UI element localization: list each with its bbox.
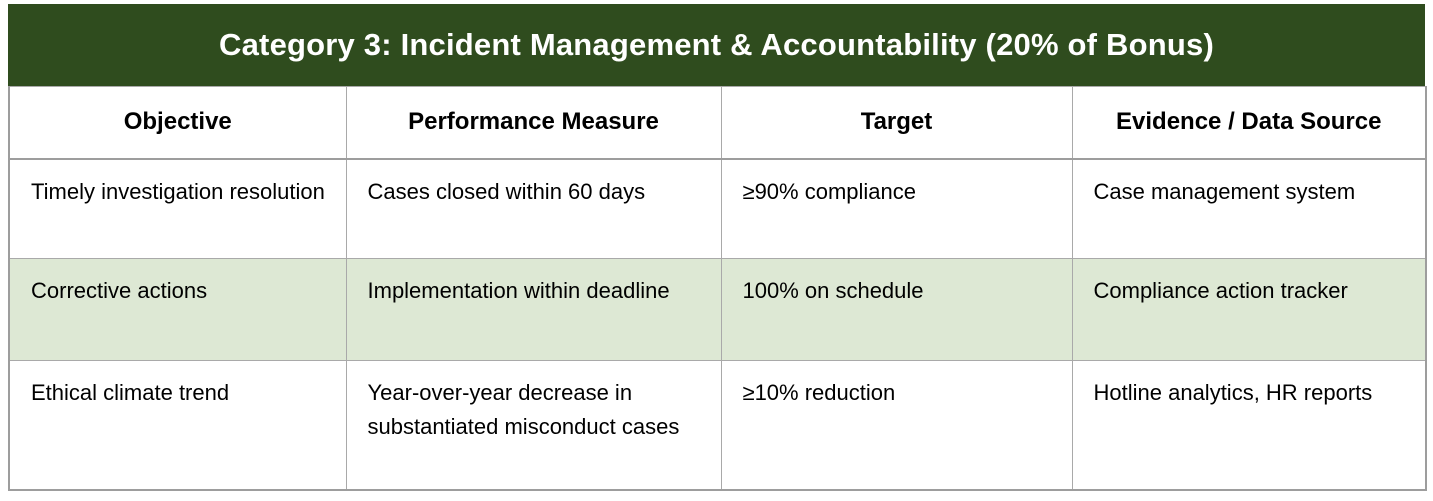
cell-objective: Timely investigation resolution [8, 158, 347, 259]
header-row: Objective Performance Measure Target Evi… [8, 86, 1427, 160]
cell-target: ≥10% reduction [720, 360, 1073, 491]
table-title: Category 3: Incident Management & Accoun… [219, 27, 1214, 62]
table-title-bar: Category 3: Incident Management & Accoun… [8, 4, 1425, 86]
cell-evidence: Case management system [1071, 158, 1427, 259]
incident-management-table: Category 3: Incident Management & Accoun… [8, 4, 1427, 491]
column-header-performance-measure: Performance Measure [345, 86, 722, 160]
cell-measure: Implementation within deadline [345, 258, 722, 361]
table-row: Ethical climate trend Year-over-year dec… [8, 360, 1427, 491]
cell-objective: Corrective actions [8, 258, 347, 361]
cell-objective: Ethical climate trend [8, 360, 347, 491]
column-header-target: Target [720, 86, 1073, 160]
table-row: Corrective actions Implementation within… [8, 258, 1427, 361]
cell-target: 100% on schedule [720, 258, 1073, 361]
kpi-table: Objective Performance Measure Target Evi… [8, 86, 1427, 491]
cell-evidence: Hotline analytics, HR reports [1071, 360, 1427, 491]
column-header-evidence: Evidence / Data Source [1071, 86, 1427, 160]
cell-target: ≥90% compliance [720, 158, 1073, 259]
cell-measure: Year-over-year decrease in substantiated… [345, 360, 722, 491]
table-row: Timely investigation resolution Cases cl… [8, 158, 1427, 259]
cell-measure: Cases closed within 60 days [345, 158, 722, 259]
cell-evidence: Compliance action tracker [1071, 258, 1427, 361]
column-header-objective: Objective [8, 86, 347, 160]
